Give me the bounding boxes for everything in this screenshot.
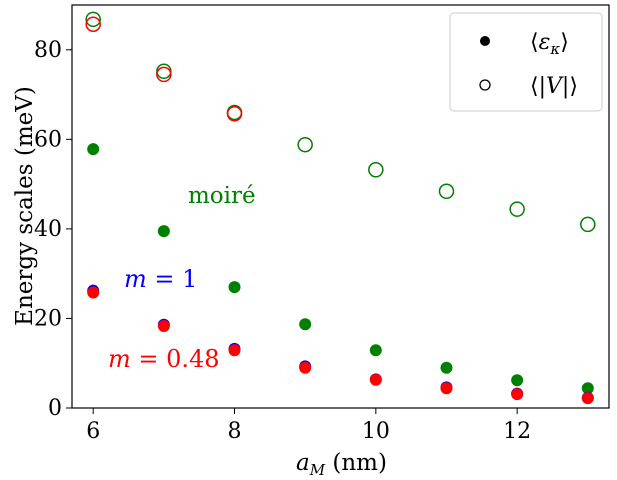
moire_eps-point: [581, 382, 594, 395]
x-tick-label: 8: [228, 419, 242, 444]
moire_V-point: [438, 183, 455, 200]
y-tick-label: 0: [48, 396, 62, 421]
moire_eps-point: [369, 344, 382, 357]
moire_V-point: [85, 11, 101, 28]
moire_V-point: [509, 201, 525, 217]
annotations: moiré m = 1 m = 0.48: [108, 183, 256, 373]
moire_eps-point: [228, 281, 241, 294]
m048_eps-point: [299, 361, 312, 374]
legend-label-V: ⟨|V|⟩: [530, 74, 578, 99]
x-tick-label: 10: [362, 419, 390, 444]
axis-ticks: 6 8 10 12 0 20 40 60 80: [34, 38, 531, 444]
plot-frame: [71, 4, 610, 409]
moire_eps-point: [511, 374, 524, 387]
annotation-m048: m = 0.48: [108, 345, 220, 373]
m048_eps-point: [87, 286, 100, 299]
moire_eps-point: [299, 318, 312, 331]
legend-marker-open: [479, 79, 491, 91]
m048_eps-point: [581, 392, 594, 405]
legend: ⟨εκ⟩ ⟨|V|⟩: [449, 12, 603, 112]
moire_V-point: [368, 162, 384, 178]
y-tick-label: 80: [34, 38, 62, 63]
y-tick-label: 40: [34, 217, 62, 242]
y-tick-label: 20: [34, 306, 62, 331]
m048_eps-point: [228, 344, 241, 357]
m048_V-point: [85, 16, 101, 33]
data-points: [85, 11, 596, 405]
moire_V-point: [156, 63, 172, 80]
moire_V-point: [580, 216, 596, 233]
m048_eps-point: [511, 388, 524, 401]
moire_eps-point: [157, 225, 170, 238]
x-tick-label: 12: [503, 419, 531, 444]
m048_eps-point: [440, 382, 453, 395]
moire_V-point: [226, 104, 243, 121]
m048_eps-point: [369, 373, 382, 386]
legend-box: [449, 12, 603, 112]
y-tick-label: 60: [34, 127, 62, 152]
moire_V-point: [297, 136, 313, 153]
legend-marker-filled: [480, 36, 490, 46]
m048_eps-point: [157, 320, 170, 333]
x-axis-label: aM (nm): [296, 450, 387, 479]
x-tick-label: 6: [86, 419, 100, 444]
moire_eps-point: [440, 361, 453, 374]
m048_V-point: [226, 106, 243, 122]
annotation-moire: moiré: [188, 183, 256, 209]
m048_V-point: [156, 66, 172, 83]
y-axis-label: Energy scales (meV): [12, 86, 38, 326]
moire_eps-point: [87, 143, 100, 156]
annotation-m1: m = 1: [124, 265, 197, 293]
legend-label-epsilon: ⟨εκ⟩: [530, 30, 569, 58]
